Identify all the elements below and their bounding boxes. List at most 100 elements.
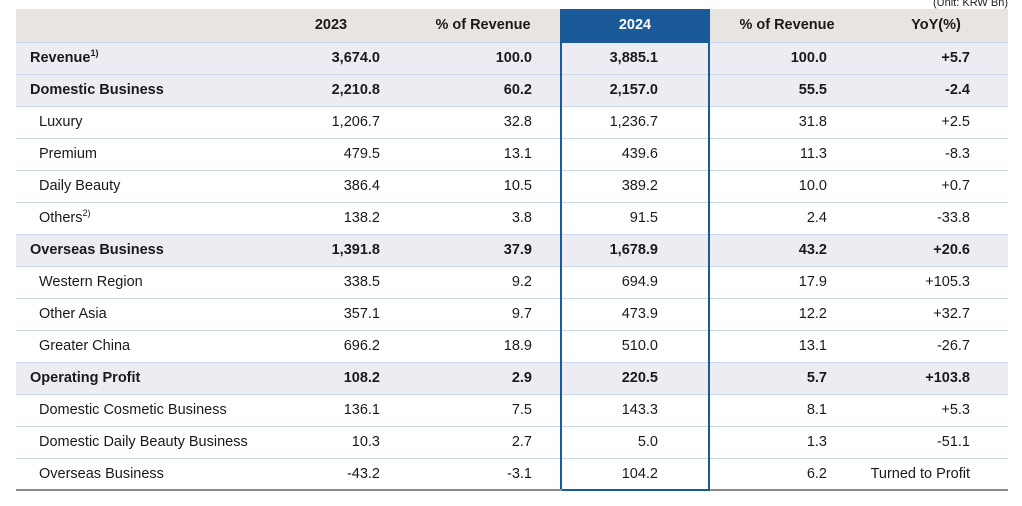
column-header-yoy: YoY(%) bbox=[864, 9, 1008, 43]
row-label-text: Western Region bbox=[39, 274, 143, 290]
pct-of-revenue-2024: 6.2 bbox=[709, 458, 864, 491]
value-2023: 136.1 bbox=[256, 394, 406, 427]
pct-of-revenue-2023: 32.8 bbox=[406, 106, 561, 139]
table-row: Revenue1) 3,674.0 100.0 3,885.1 100.0 +5… bbox=[16, 42, 1008, 75]
row-label-text: Daily Beauty bbox=[39, 178, 121, 194]
earnings-summary-page: (Unit: KRW Bn) 2023 % of Revenue 2024 % … bbox=[16, 0, 1008, 491]
row-label-text: Domestic Daily Beauty Business bbox=[39, 434, 248, 450]
table-row: Luxury 1,206.7 32.8 1,236.7 31.8 +2.5 bbox=[16, 106, 1008, 139]
row-label: Western Region bbox=[16, 266, 256, 299]
row-label: Premium bbox=[16, 138, 256, 171]
pct-of-revenue-2024: 13.1 bbox=[709, 330, 864, 363]
value-2024: 473.9 bbox=[560, 298, 710, 331]
value-yoy: Turned to Profit bbox=[864, 458, 1008, 491]
pct-of-revenue-2024: 100.0 bbox=[709, 42, 864, 75]
value-2024: 1,678.9 bbox=[560, 234, 710, 267]
pct-of-revenue-2024: 10.0 bbox=[709, 170, 864, 203]
value-2024: 439.6 bbox=[560, 138, 710, 171]
row-label-text: Greater China bbox=[39, 338, 131, 354]
pct-of-revenue-2024: 2.4 bbox=[709, 202, 864, 235]
pct-of-revenue-2024: 5.7 bbox=[709, 362, 864, 395]
table-row: Daily Beauty 386.4 10.5 389.2 10.0 +0.7 bbox=[16, 170, 1008, 203]
row-label: Greater China bbox=[16, 330, 256, 363]
value-2024: 3,885.1 bbox=[560, 42, 710, 75]
table-row: Other Asia 357.1 9.7 473.9 12.2 +32.7 bbox=[16, 298, 1008, 331]
value-yoy: -2.4 bbox=[864, 74, 1008, 107]
row-label: Operating Profit bbox=[16, 362, 256, 395]
value-2023: 357.1 bbox=[256, 298, 406, 331]
value-yoy: -8.3 bbox=[864, 138, 1008, 171]
table-row: Western Region 338.5 9.2 694.9 17.9 +105… bbox=[16, 266, 1008, 299]
value-2023: 338.5 bbox=[256, 266, 406, 299]
row-label-text: Domestic Business bbox=[30, 82, 164, 98]
column-header-2023: 2023 bbox=[256, 9, 406, 43]
table-row: Others2) 138.2 3.8 91.5 2.4 -33.8 bbox=[16, 202, 1008, 235]
row-label-text: Others bbox=[39, 210, 83, 226]
table-row: Domestic Daily Beauty Business 10.3 2.7 … bbox=[16, 426, 1008, 459]
row-label: Luxury bbox=[16, 106, 256, 139]
pct-of-revenue-2023: 10.5 bbox=[406, 170, 561, 203]
value-2024: 143.3 bbox=[560, 394, 710, 427]
value-yoy: +103.8 bbox=[864, 362, 1008, 395]
value-2023: 1,206.7 bbox=[256, 106, 406, 139]
row-label-text: Other Asia bbox=[39, 306, 107, 322]
value-2023: 10.3 bbox=[256, 426, 406, 459]
table-row: Premium 479.5 13.1 439.6 11.3 -8.3 bbox=[16, 138, 1008, 171]
pct-of-revenue-2023: 9.7 bbox=[406, 298, 561, 331]
value-2024: 510.0 bbox=[560, 330, 710, 363]
column-header-2024: 2024 bbox=[560, 9, 710, 43]
value-yoy: +0.7 bbox=[864, 170, 1008, 203]
pct-of-revenue-2023: 7.5 bbox=[406, 394, 561, 427]
pct-of-revenue-2023: 2.9 bbox=[406, 362, 561, 395]
pct-of-revenue-2023: 3.8 bbox=[406, 202, 561, 235]
value-2024: 5.0 bbox=[560, 426, 710, 459]
value-2024: 389.2 bbox=[560, 170, 710, 203]
value-2024: 220.5 bbox=[560, 362, 710, 395]
pct-of-revenue-2023: 60.2 bbox=[406, 74, 561, 107]
table-row: Operating Profit 108.2 2.9 220.5 5.7 +10… bbox=[16, 362, 1008, 395]
row-label: Domestic Cosmetic Business bbox=[16, 394, 256, 427]
value-2024: 1,236.7 bbox=[560, 106, 710, 139]
pct-of-revenue-2023: 37.9 bbox=[406, 234, 561, 267]
value-2023: 1,391.8 bbox=[256, 234, 406, 267]
row-label-text: Overseas Business bbox=[39, 465, 164, 482]
value-2023: -43.2 bbox=[256, 458, 406, 491]
row-label: Other Asia bbox=[16, 298, 256, 331]
row-label-text: Operating Profit bbox=[30, 370, 141, 386]
value-2023: 479.5 bbox=[256, 138, 406, 171]
row-label-text: Premium bbox=[39, 146, 98, 162]
pct-of-revenue-2024: 8.1 bbox=[709, 394, 864, 427]
pct-of-revenue-2023: 9.2 bbox=[406, 266, 561, 299]
financial-results-table: 2023 % of Revenue 2024 % of Revenue YoY(… bbox=[16, 9, 1008, 491]
pct-of-revenue-2023: -3.1 bbox=[406, 458, 561, 491]
value-yoy: -51.1 bbox=[864, 426, 1008, 459]
value-yoy: +32.7 bbox=[864, 298, 1008, 331]
value-yoy: +2.5 bbox=[864, 106, 1008, 139]
pct-of-revenue-2024: 43.2 bbox=[709, 234, 864, 267]
row-label: Others2) bbox=[16, 202, 256, 235]
row-label-text: Domestic Cosmetic Business bbox=[39, 402, 227, 418]
row-label-text: Luxury bbox=[39, 114, 83, 130]
unit-label: (Unit: KRW Bn) bbox=[933, 0, 1008, 9]
pct-of-revenue-2023: 18.9 bbox=[406, 330, 561, 363]
row-label-text: Revenue bbox=[30, 50, 91, 66]
value-yoy: +105.3 bbox=[864, 266, 1008, 299]
column-header-pct-revenue-2024: % of Revenue bbox=[709, 9, 864, 43]
row-label-text: Overseas Business bbox=[30, 242, 164, 258]
value-2023: 696.2 bbox=[256, 330, 406, 363]
pct-of-revenue-2023: 100.0 bbox=[406, 42, 561, 75]
pct-of-revenue-2024: 1.3 bbox=[709, 426, 864, 459]
table-body: Revenue1) 3,674.0 100.0 3,885.1 100.0 +5… bbox=[16, 42, 1008, 491]
header-row: 2023 % of Revenue 2024 % of Revenue YoY(… bbox=[16, 9, 1008, 43]
value-2024: 104.2 bbox=[560, 458, 710, 491]
pct-of-revenue-2024: 17.9 bbox=[709, 266, 864, 299]
row-label: Overseas Business bbox=[16, 458, 256, 491]
row-label: Domestic Business bbox=[16, 74, 256, 107]
table-row: Domestic Business 2,210.8 60.2 2,157.0 5… bbox=[16, 74, 1008, 107]
table-row: Overseas Business -43.2 -3.1 104.2 6.2 T… bbox=[16, 458, 1008, 491]
pct-of-revenue-2024: 31.8 bbox=[709, 106, 864, 139]
value-2024: 2,157.0 bbox=[560, 74, 710, 107]
table-row: Domestic Cosmetic Business 136.1 7.5 143… bbox=[16, 394, 1008, 427]
table-row: Greater China 696.2 18.9 510.0 13.1 -26.… bbox=[16, 330, 1008, 363]
row-label: Revenue1) bbox=[16, 42, 256, 75]
